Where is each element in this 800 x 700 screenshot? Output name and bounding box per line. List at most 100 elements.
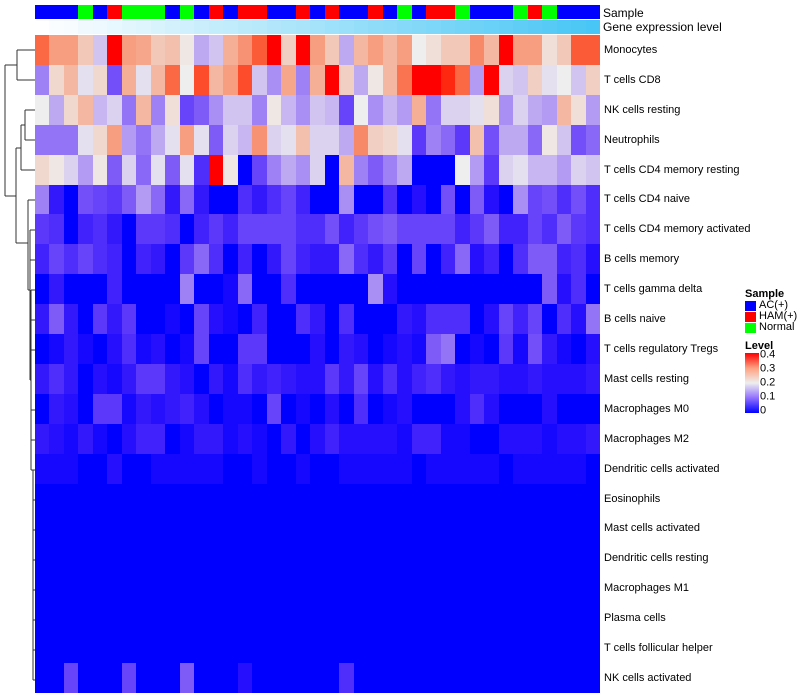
gene-level-cell bbox=[35, 20, 50, 34]
heatmap-cell bbox=[513, 214, 528, 245]
heatmap-cell bbox=[266, 154, 282, 185]
heatmap-cell bbox=[411, 334, 427, 364]
heatmap-cell bbox=[339, 274, 354, 305]
heatmap-cell bbox=[527, 334, 543, 364]
heatmap-cell bbox=[426, 393, 441, 424]
heatmap-cell bbox=[353, 363, 369, 394]
heatmap-cell bbox=[382, 363, 398, 394]
heatmap-cell bbox=[179, 363, 195, 394]
heatmap-cell bbox=[368, 184, 383, 215]
heatmap-cell bbox=[92, 513, 108, 544]
level-tick: 0 bbox=[760, 404, 767, 417]
heatmap-cell bbox=[469, 633, 485, 664]
heatmap-cell bbox=[252, 94, 267, 125]
heatmap-cell bbox=[585, 334, 600, 364]
heatmap-cell bbox=[324, 274, 340, 305]
sample-annotation-cell bbox=[426, 5, 441, 19]
heatmap-cell bbox=[440, 633, 456, 664]
sample-annotation-cell bbox=[295, 5, 311, 19]
heatmap-cell bbox=[266, 573, 282, 604]
heatmap-cell bbox=[295, 35, 311, 65]
heatmap-cell bbox=[295, 393, 311, 424]
heatmap-cell bbox=[35, 393, 50, 424]
heatmap-cell bbox=[35, 453, 50, 484]
row-labels: Monocytes T cells CD8 NK cells resting Neut… bbox=[604, 35, 794, 693]
heatmap-cell bbox=[527, 603, 543, 634]
heatmap-cell bbox=[571, 304, 586, 335]
heatmap-cell bbox=[295, 543, 311, 574]
gene-level-cell bbox=[382, 20, 398, 34]
heatmap-cell bbox=[295, 244, 311, 275]
heatmap-cell bbox=[208, 214, 224, 245]
heatmap-cell bbox=[310, 64, 325, 95]
heatmap-cell bbox=[136, 64, 151, 95]
heatmap-cell bbox=[440, 513, 456, 544]
heatmap-cell bbox=[295, 94, 311, 125]
heatmap-cell bbox=[368, 214, 383, 245]
heatmap-cell bbox=[121, 423, 137, 454]
heatmap-cell bbox=[440, 304, 456, 335]
heatmap-cell bbox=[281, 423, 296, 454]
level-tick: 0.3 bbox=[760, 362, 776, 375]
heatmap-cell bbox=[498, 64, 514, 95]
heatmap-cell bbox=[527, 274, 543, 305]
heatmap-cell bbox=[324, 244, 340, 275]
heatmap-cell bbox=[223, 393, 238, 424]
heatmap-cell bbox=[223, 35, 238, 65]
heatmap-cell bbox=[310, 184, 325, 215]
gene-expression-level-bar bbox=[35, 20, 600, 34]
heatmap-cell bbox=[585, 304, 600, 335]
heatmap-cell bbox=[194, 363, 209, 394]
heatmap-cell bbox=[440, 184, 456, 215]
heatmap-cell bbox=[368, 573, 383, 604]
sample-annotation-cell bbox=[136, 5, 151, 19]
heatmap-cell bbox=[136, 453, 151, 484]
heatmap-cell bbox=[266, 513, 282, 544]
heatmap-cell bbox=[165, 543, 180, 574]
heatmap-cell bbox=[542, 274, 557, 305]
heatmap-cell bbox=[35, 513, 50, 544]
heatmap-cell bbox=[194, 154, 209, 185]
heatmap-cell bbox=[556, 334, 572, 364]
heatmap-cell bbox=[324, 64, 340, 95]
heatmap-cell bbox=[35, 244, 50, 275]
heatmap-cell bbox=[107, 64, 122, 95]
heatmap-cell bbox=[324, 393, 340, 424]
heatmap-cell bbox=[397, 154, 412, 185]
heatmap-cell bbox=[150, 154, 166, 185]
heatmap-cell bbox=[353, 214, 369, 245]
heatmap-cell bbox=[571, 154, 586, 185]
heatmap-cell bbox=[455, 453, 470, 484]
heatmap-cell bbox=[121, 184, 137, 215]
heatmap-cell bbox=[353, 513, 369, 544]
heatmap-cell bbox=[266, 543, 282, 574]
heatmap-cell bbox=[310, 423, 325, 454]
heatmap-cell bbox=[484, 334, 499, 364]
heatmap-cell bbox=[49, 124, 64, 155]
heatmap-cell bbox=[121, 513, 137, 544]
heatmap-cell bbox=[571, 184, 586, 215]
heatmap-cell bbox=[542, 35, 557, 65]
heatmap-cell bbox=[78, 363, 93, 394]
heatmap-cell bbox=[382, 94, 398, 125]
heatmap-cell bbox=[339, 363, 354, 394]
heatmap-cell bbox=[368, 633, 383, 664]
heatmap-cell bbox=[49, 603, 64, 634]
heatmap-cell bbox=[382, 124, 398, 155]
heatmap-cell bbox=[266, 483, 282, 514]
heatmap-cell bbox=[484, 633, 499, 664]
heatmap-cell bbox=[469, 663, 485, 693]
heatmap-cell bbox=[208, 154, 224, 185]
heatmap-cell bbox=[556, 154, 572, 185]
heatmap-cell bbox=[498, 244, 514, 275]
heatmap-cell bbox=[179, 633, 195, 664]
heatmap-cell bbox=[426, 35, 441, 65]
heatmap-cell bbox=[35, 633, 50, 664]
sample-annotation-cell bbox=[179, 5, 195, 19]
heatmap-cell bbox=[527, 64, 543, 95]
heatmap-cell bbox=[455, 94, 470, 125]
heatmap-cell bbox=[237, 663, 253, 693]
heatmap-cell bbox=[223, 633, 238, 664]
heatmap-cell bbox=[208, 35, 224, 65]
sample-legend-title: Sample bbox=[745, 288, 785, 300]
